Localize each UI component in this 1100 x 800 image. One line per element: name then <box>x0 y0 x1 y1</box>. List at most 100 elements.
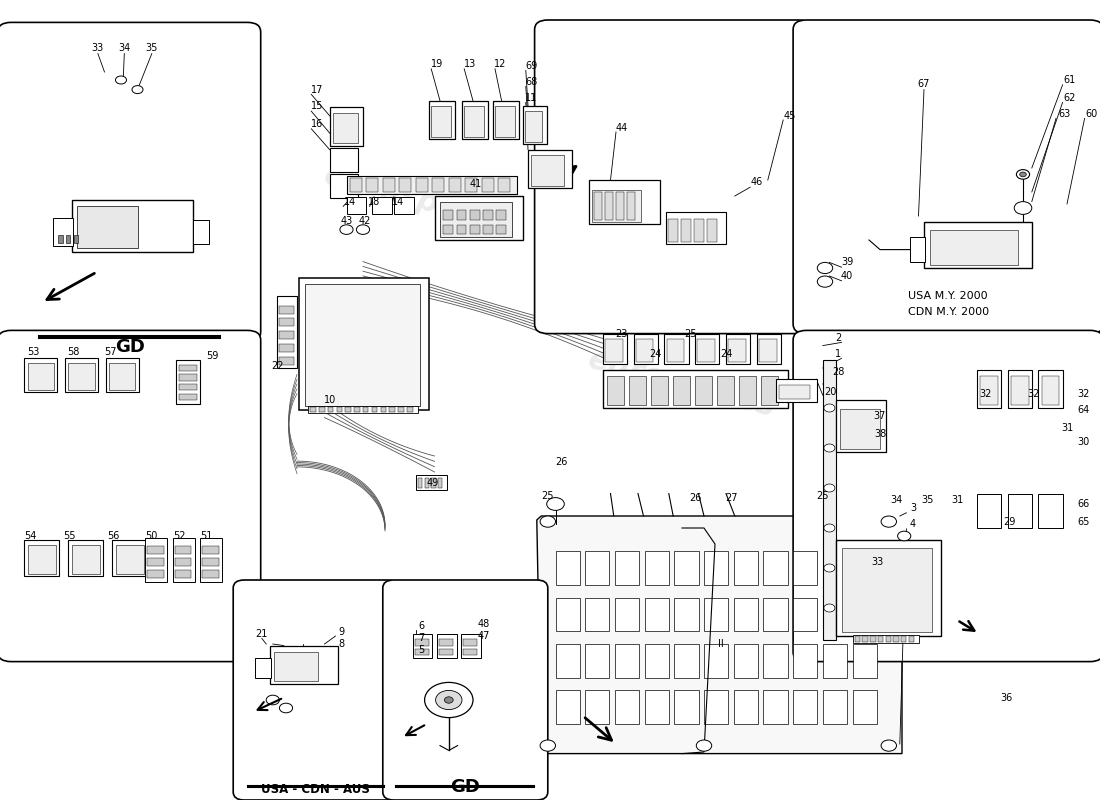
Text: 17: 17 <box>310 85 323 94</box>
Bar <box>585 644 609 678</box>
Text: 62: 62 <box>1063 93 1076 102</box>
Bar <box>407 407 412 412</box>
Bar <box>793 644 817 678</box>
Bar <box>66 235 70 243</box>
Bar <box>707 219 717 242</box>
Bar <box>674 598 698 631</box>
Bar <box>734 598 758 631</box>
Circle shape <box>696 740 712 751</box>
Text: 56: 56 <box>107 531 120 541</box>
Bar <box>823 360 836 640</box>
Bar <box>381 407 386 412</box>
Text: eurospares: eurospares <box>321 161 515 239</box>
Bar <box>470 225 480 234</box>
Bar <box>463 649 477 655</box>
Bar <box>667 339 684 362</box>
Bar <box>734 690 758 724</box>
Circle shape <box>436 690 462 710</box>
Bar <box>651 376 668 405</box>
Bar <box>585 690 609 724</box>
Bar <box>383 178 395 192</box>
Bar <box>346 176 517 194</box>
Bar <box>443 225 453 234</box>
Text: 29: 29 <box>1003 517 1016 526</box>
Bar <box>354 407 360 412</box>
Text: 35: 35 <box>921 495 934 505</box>
Text: 66: 66 <box>1077 499 1090 509</box>
Bar <box>202 546 219 554</box>
Bar <box>556 690 580 724</box>
Circle shape <box>266 695 279 705</box>
Bar <box>330 107 363 146</box>
Bar <box>270 646 338 684</box>
Bar <box>636 339 653 362</box>
Bar <box>106 358 139 392</box>
Text: 46: 46 <box>750 178 763 187</box>
Bar <box>852 551 877 585</box>
Text: 64: 64 <box>1077 406 1090 415</box>
Text: 16: 16 <box>310 119 323 129</box>
Bar <box>836 540 940 636</box>
Bar <box>977 370 1001 408</box>
Bar <box>852 598 877 631</box>
Bar <box>416 475 447 490</box>
Bar <box>366 178 378 192</box>
Text: 6: 6 <box>418 621 425 630</box>
Bar <box>68 363 95 390</box>
Circle shape <box>824 404 835 412</box>
Circle shape <box>540 516 556 527</box>
Text: 39: 39 <box>840 258 854 267</box>
Bar <box>793 598 817 631</box>
Bar <box>72 545 100 574</box>
Text: 13: 13 <box>463 59 476 69</box>
Bar <box>465 178 477 192</box>
Bar <box>594 192 602 220</box>
Text: 7: 7 <box>418 633 425 642</box>
Bar <box>416 178 428 192</box>
Bar <box>717 376 734 405</box>
Bar <box>24 540 59 576</box>
Bar <box>840 409 880 449</box>
Bar <box>464 106 484 137</box>
Text: 55: 55 <box>63 531 76 541</box>
Text: 21: 21 <box>255 629 268 638</box>
Text: 43: 43 <box>340 216 353 226</box>
Bar <box>398 407 404 412</box>
Bar <box>704 551 728 585</box>
Bar <box>65 358 98 392</box>
Bar <box>179 365 197 371</box>
Text: eurospares: eurospares <box>339 648 497 712</box>
Bar <box>279 357 294 365</box>
Bar <box>255 658 271 678</box>
Bar <box>645 644 669 678</box>
Circle shape <box>444 697 453 703</box>
Text: 25: 25 <box>541 491 554 501</box>
Bar <box>930 230 1018 265</box>
Circle shape <box>824 524 835 532</box>
Bar <box>483 225 493 234</box>
Circle shape <box>356 225 370 234</box>
Text: 69: 69 <box>525 61 538 70</box>
Bar <box>525 111 542 142</box>
Text: 53: 53 <box>26 347 40 357</box>
Bar <box>279 344 294 352</box>
Text: 18: 18 <box>367 197 381 206</box>
Text: 51: 51 <box>200 531 213 541</box>
Bar <box>1008 494 1032 528</box>
Bar <box>739 376 756 405</box>
Bar <box>852 635 918 643</box>
Bar <box>279 306 294 314</box>
Text: 4: 4 <box>910 519 916 529</box>
Bar <box>734 551 758 585</box>
Text: 65: 65 <box>1077 517 1090 526</box>
Bar <box>605 192 613 220</box>
Text: 8: 8 <box>338 639 344 649</box>
Text: 26: 26 <box>689 493 702 502</box>
Bar <box>319 407 324 412</box>
Bar <box>629 376 646 405</box>
Text: 10: 10 <box>323 395 337 405</box>
FancyBboxPatch shape <box>535 20 812 334</box>
Text: 50: 50 <box>145 531 158 541</box>
Text: eurospares: eurospares <box>867 464 1025 528</box>
Bar <box>681 219 691 242</box>
